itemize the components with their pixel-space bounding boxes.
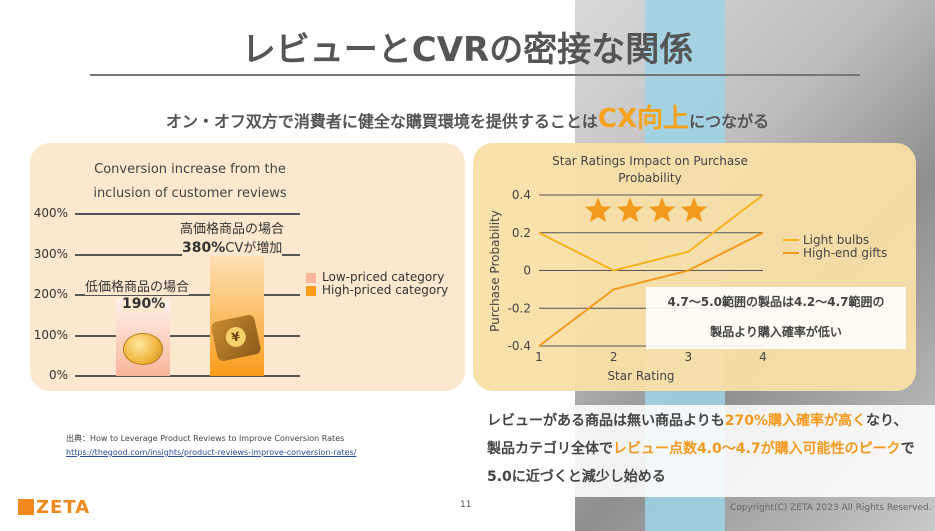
- bar-y-tick-label: 0%: [48, 368, 68, 382]
- high-value-label: 380%CVが増加: [182, 237, 283, 256]
- logo-text: ZETA: [36, 497, 91, 518]
- bar-chart-title-line2: inclusion of customer reviews: [93, 186, 287, 201]
- summary-box: レビューがある商品は無い商品よりも270%購入確率が高くなり、 製品カテゴリ全体…: [475, 405, 935, 497]
- line-chart-title-line2: Probability: [618, 171, 681, 185]
- summary-line1: レビューがある商品は無い商品よりも270%購入確率が高くなり、: [487, 407, 935, 435]
- note-line1: 4.7〜5.0範囲の製品は4.2〜4.7範囲の: [667, 295, 885, 309]
- bar-gridline: [75, 334, 300, 337]
- star-icon: [648, 197, 676, 223]
- source-link[interactable]: https://thegood.com/insights/product-rev…: [66, 448, 357, 457]
- coin-icon: [123, 333, 163, 365]
- star-icon: [616, 197, 644, 223]
- line-x-tick-label: 2: [610, 350, 618, 364]
- low-value-text: 190%: [122, 296, 166, 312]
- bar-chart-title-line1: Conversion increase from the: [94, 162, 286, 177]
- title-divider: [90, 74, 860, 76]
- bar-y-tick-label: 300%: [33, 246, 68, 261]
- copyright: Copyright(C) ZETA 2023 All Rights Reserv…: [730, 503, 932, 513]
- line-y-tick-label: 0.2: [512, 226, 531, 240]
- bar-gridline: [75, 375, 300, 377]
- line-x-tick-label: 4: [759, 350, 767, 364]
- line-y-tick-label: 0.4: [512, 188, 531, 202]
- yen-icon: ¥: [223, 325, 248, 349]
- summary-line2: 製品カテゴリ全体でレビュー点数4.0〜4.7が購入可能性のピークで: [487, 435, 935, 463]
- note-line2: 製品より購入確率が低い: [710, 325, 842, 339]
- high-value-text: 380%: [182, 240, 226, 256]
- legend-swatch-high: [306, 286, 316, 296]
- legend-label-high-end-gifts: High-end gifts: [803, 246, 887, 260]
- low-annotation: 低価格商品の場合: [85, 276, 190, 295]
- page-number: 11: [460, 500, 472, 510]
- bar-chart-title: Conversion increase from the inclusion o…: [60, 158, 320, 206]
- star-icon: [680, 197, 708, 223]
- line-x-tick-label: 1: [535, 350, 543, 364]
- source-citation: 出典：How to Leverage Product Reviews to Im…: [66, 432, 356, 460]
- high-annotation: 高価格商品の場合: [180, 218, 285, 237]
- star-icon: [584, 197, 612, 223]
- slide-subtitle: オン・オフ双方で消費者に健全な購買環境を提供することはCX向上につながる: [0, 98, 935, 135]
- subtitle-highlight: CX向上: [597, 104, 690, 134]
- legend-label-low: Low-priced category: [322, 270, 445, 284]
- summary-highlight-2: レビュー点数4.0〜4.7が購入可能性のピーク: [613, 441, 901, 457]
- logo-mark-icon: [18, 499, 34, 515]
- legend-label-light-bulbs: Light bulbs: [803, 233, 869, 247]
- high-value-suffix: CVが増加: [225, 241, 283, 256]
- bar-gridline: [75, 213, 300, 215]
- line-y-tick-label: -0.2: [508, 301, 531, 315]
- bar-y-tick-label: 100%: [33, 327, 68, 342]
- bar-gridline: [75, 294, 300, 296]
- series-line-high-end-gifts: [538, 231, 764, 347]
- line-x-tick-label: 3: [685, 350, 693, 364]
- slide-title: レビューとCVRの密接な関係: [241, 30, 694, 70]
- summary-text-2: なり、: [866, 413, 908, 429]
- bar-y-tick-label: 200%: [33, 287, 68, 301]
- bar-y-tick-label: 400%: [33, 206, 68, 220]
- summary-line3: 5.0に近づくと減少し始める: [487, 469, 666, 485]
- line-chart-ylabel: Purchase Probability: [488, 210, 502, 332]
- line-chart-title-line1: Star Ratings Impact on Purchase: [552, 154, 748, 168]
- legend-swatch-low: [306, 273, 316, 283]
- line-y-tick-label: -0.4: [508, 339, 531, 353]
- series-line-light-bulbs: [538, 194, 764, 272]
- summary-text-4: で: [900, 441, 915, 457]
- line-y-tick-label: 0: [523, 264, 531, 278]
- subtitle-post: につながる: [689, 112, 770, 131]
- summary-text-1: レビューがある商品は無い商品よりも: [487, 413, 725, 429]
- low-value-label: 190%: [122, 296, 166, 312]
- summary-text-3: 製品カテゴリ全体で: [487, 441, 613, 457]
- line-chart-note: 4.7〜5.0範囲の製品は4.2〜4.7範囲の 製品より購入確率が低い: [646, 287, 906, 349]
- legend-label-high: High-priced category: [322, 283, 449, 297]
- summary-highlight-1: 270%購入確率が高く: [724, 413, 866, 429]
- zeta-logo: ZETA: [18, 497, 90, 518]
- source-label: 出典：How to Leverage Product Reviews to Im…: [66, 434, 345, 443]
- subtitle-pre: オン・オフ双方で消費者に健全な購買環境を提供することは: [165, 112, 598, 131]
- line-chart-xlabel: Star Rating: [607, 369, 674, 383]
- line-chart: Star Ratings Impact on Purchase Probabil…: [488, 154, 887, 383]
